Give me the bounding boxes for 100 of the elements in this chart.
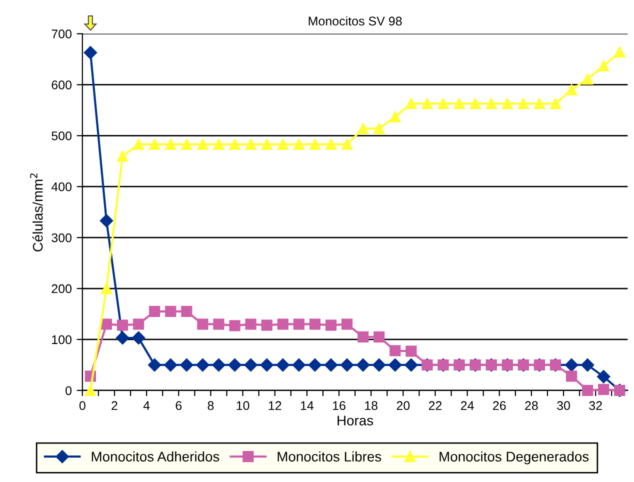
point [358,122,369,134]
x-tick-label: 32 [589,401,602,410]
point [502,98,513,110]
x-tick-label: 22 [428,401,442,410]
x-tick-label: 20 [396,401,410,410]
point [374,122,385,134]
y-tick-label: 700 [52,30,72,38]
point [308,358,322,372]
x-tick-label: 0 [79,401,86,410]
point [422,98,433,110]
legend-label: Monocitos Adheridos [92,451,220,462]
point [325,138,337,150]
point [84,384,96,396]
point [374,331,385,342]
point [356,358,370,372]
point [245,138,256,150]
x-tick-label: 12 [268,401,282,410]
point [181,138,192,150]
point [390,345,401,356]
point [390,111,401,122]
point [116,320,128,331]
point [388,358,402,372]
point [324,358,338,372]
point [454,98,465,110]
point [582,74,594,85]
point [261,320,272,331]
point [197,138,208,150]
point [518,98,529,110]
legend-label: Monocitos Degenerados [440,451,589,464]
point [229,138,240,150]
point [470,98,481,110]
x-tick-label: 10 [236,401,250,410]
x-tick-label: 2 [112,401,118,410]
point [598,384,610,395]
point [261,138,272,150]
point [100,318,112,330]
point [148,358,162,372]
x-axis-title: Horas [338,416,374,426]
point [213,138,224,150]
point [244,358,258,372]
point [100,282,112,294]
point [564,358,578,372]
point [340,358,354,372]
point [149,306,160,317]
y-tick-label: 100 [52,335,72,344]
point [566,84,578,96]
point [132,318,144,330]
point [406,346,417,357]
point [165,306,176,317]
point [116,150,128,162]
point [228,358,242,372]
y-tick-label: 600 [52,80,72,90]
point [293,138,304,150]
point [614,46,626,58]
point [197,318,208,330]
point [438,98,449,110]
point [325,320,337,331]
point [582,384,594,396]
point [164,358,178,372]
point [132,331,146,345]
point [277,318,288,330]
point [84,46,98,60]
point [260,358,274,372]
point [566,370,578,382]
point [196,358,210,372]
y-tick-label: 0 [66,386,72,396]
point [276,358,290,372]
x-tick-label: 30 [557,401,570,410]
point [358,331,369,342]
x-tick-label: 28 [525,401,538,410]
point [309,138,321,150]
point [404,358,418,372]
point [341,138,353,150]
y-tick-label: 200 [52,284,72,294]
x-tick-label: 4 [143,401,150,410]
y-tick-label: 500 [52,131,72,140]
point [486,98,497,110]
point [309,318,321,330]
point [598,60,610,72]
point [212,358,226,372]
x-tick-label: 24 [460,401,474,410]
point [534,98,546,110]
x-tick-label: 6 [176,401,182,410]
x-tick-label: 18 [365,401,378,410]
point [149,138,160,150]
legend-label: Monocitos Libres [278,451,382,462]
point [597,370,610,384]
point [580,358,594,372]
point [116,331,130,345]
point [277,138,288,150]
point [132,138,144,150]
point [165,138,176,150]
point [229,320,240,332]
point [181,306,192,317]
point [245,318,256,330]
y-tick-label: 400 [51,182,72,192]
x-tick-label: 16 [333,401,346,410]
point [406,98,417,110]
point [180,358,194,372]
point [213,318,224,330]
